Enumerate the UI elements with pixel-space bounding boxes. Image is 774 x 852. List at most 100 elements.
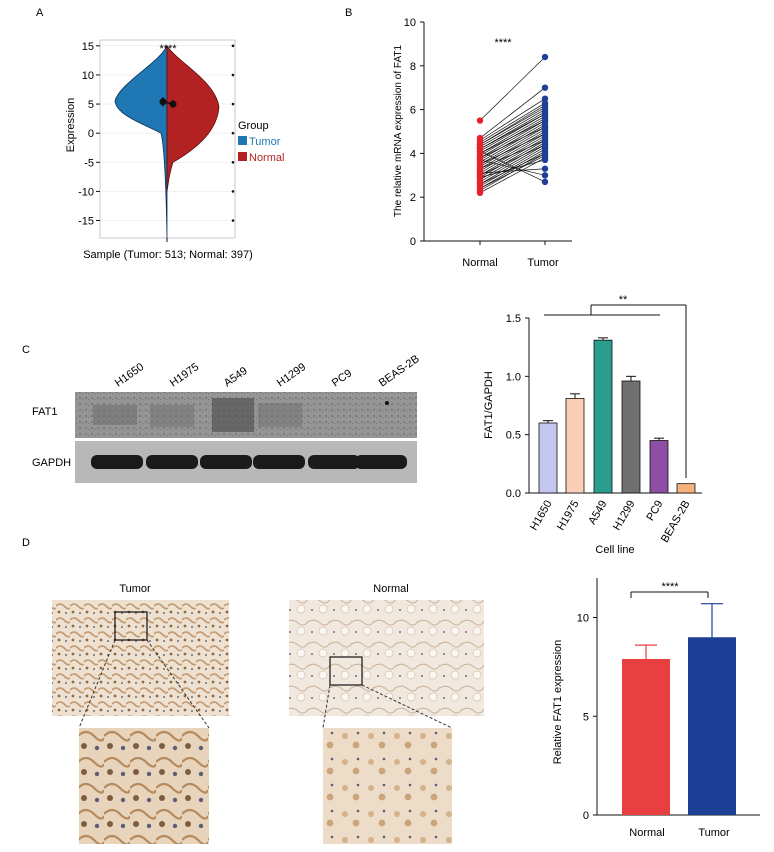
paired-line — [479, 146, 546, 185]
paired-line — [479, 102, 546, 143]
panel-a-right-tick — [231, 131, 235, 135]
panel-a-letter: A — [36, 7, 44, 19]
panel-b-significance: **** — [494, 37, 512, 49]
panel-b-letter: B — [345, 7, 352, 19]
point-tumor — [541, 110, 549, 118]
paired-line — [479, 120, 546, 159]
panel-b-y-axis-label: The relative mRNA expression of FAT1 — [393, 45, 404, 218]
panel-b-y-tick-label: 10 — [404, 17, 416, 29]
blot-lane-label: A549 — [222, 365, 250, 390]
paired-line — [479, 98, 546, 141]
point-tumor — [541, 156, 549, 164]
point-tumor — [541, 95, 549, 102]
panel-a-y-tick-label: -15 — [78, 216, 94, 228]
paired-line — [479, 115, 546, 154]
panel-a-y-tick-label: 10 — [82, 70, 94, 82]
point-tumor — [541, 178, 549, 186]
panel-a-legend-title: Group — [238, 120, 269, 132]
blot-lane-label: BEAS-2B — [377, 353, 422, 389]
panel-b-y-ticks: 0 2 4 6 8 10 — [404, 17, 424, 248]
paired-line — [479, 126, 546, 165]
point-normal — [476, 141, 484, 148]
panel-a-y-tick-label: -5 — [84, 157, 94, 169]
panel-a-y-axis-label: Expression — [65, 98, 77, 152]
gapdh-band — [200, 455, 252, 469]
point-normal — [476, 148, 484, 155]
paired-line — [479, 109, 546, 148]
panel-c: C H1650 H1975 A549 H1299 PC9 BEAS-2B FAT1 GAP… — [22, 294, 702, 556]
panel-c-letter: C — [22, 344, 30, 356]
point-normal — [476, 161, 484, 168]
ihc-label-normal: Normal — [373, 583, 408, 595]
panel-b: B 0 2 4 6 8 10 **** The relative mRNA express… — [345, 7, 572, 269]
paired-line — [479, 133, 546, 165]
western-blot-gapdh — [75, 441, 417, 483]
paired-line — [479, 129, 546, 167]
gapdh-band — [91, 455, 143, 469]
panel-b-points — [476, 53, 549, 245]
ihc-zoom-line-normal-right — [361, 684, 453, 729]
paired-line — [479, 159, 546, 176]
panel-a-y-tick-label: 5 — [88, 99, 94, 111]
panel-c-bars — [538, 337, 696, 494]
gapdh-band — [253, 455, 305, 469]
panel-b-y-tick-label: 0 — [410, 236, 416, 248]
bar-h1299 — [621, 380, 641, 494]
panel-c-y-tick-label: 1.5 — [506, 313, 521, 325]
ihc-zoom-line-tumor-left — [78, 639, 116, 729]
panel-a-legend-item-tumor: Tumor — [249, 136, 281, 148]
paired-line — [479, 168, 546, 174]
paired-line — [479, 155, 546, 189]
blot-lane-label: H1650 — [113, 361, 146, 389]
panel-d-letter: D — [22, 537, 30, 549]
panel-a-y-ticks: 15 10 5 0 -5 -10 -15 — [78, 41, 235, 228]
panel-b-y-tick-label: 2 — [410, 192, 416, 204]
gapdh-band — [355, 455, 407, 469]
point-tumor — [541, 172, 549, 179]
ihc-image-tumor — [52, 600, 229, 716]
point-tumor — [541, 165, 549, 172]
paired-line — [479, 139, 546, 178]
paired-line — [479, 137, 546, 176]
ihc-label-tumor: Tumor — [119, 583, 151, 595]
ihc-zoom-line-normal-left — [322, 684, 331, 729]
point-normal — [476, 180, 484, 188]
panel-d-y-tick-label: 0 — [583, 810, 589, 822]
panel-a-right-tick — [231, 44, 235, 48]
gapdh-band — [146, 455, 198, 469]
paired-line — [479, 56, 546, 121]
panel-d-x-label-tumor: Tumor — [698, 827, 730, 839]
bar-a549 — [593, 339, 613, 494]
panel-c-y-axis-label: FAT1/GAPDH — [483, 371, 495, 439]
panel-d-y-tick-label: 10 — [577, 613, 589, 625]
paired-line — [479, 133, 546, 172]
bar-tumor — [688, 637, 736, 815]
panel-c-x-tick-label: H1299 — [611, 499, 638, 533]
paired-line — [479, 144, 546, 176]
point-tumor — [541, 123, 549, 131]
point-tumor — [541, 137, 549, 144]
violin-half-normal — [166, 44, 220, 192]
ihc-zoom-box-tumor — [114, 611, 148, 641]
panel-a-y-tick-label: 15 — [82, 41, 94, 53]
point-normal — [476, 165, 484, 172]
paired-line — [479, 159, 546, 178]
panel-d-y-axis-label: Relative FAT1 expression — [552, 640, 564, 765]
point-normal — [476, 169, 484, 177]
panel-c-x-axis-label: Cell line — [595, 544, 634, 556]
bar-beas-2b — [676, 483, 696, 494]
panel-a-legend-swatch-tumor — [238, 136, 247, 145]
point-normal — [476, 189, 484, 197]
panel-c-y-tick-label: 1.0 — [506, 371, 521, 383]
bar-h1975 — [565, 398, 585, 494]
panel-b-x-label-tumor: Tumor — [527, 257, 559, 269]
paired-line — [479, 113, 546, 150]
panel-a-violin — [114, 44, 220, 242]
ihc-zoom-box-normal — [329, 656, 363, 686]
ihc-zoom-image-tumor — [79, 728, 209, 844]
point-normal — [476, 185, 484, 192]
point-tumor — [541, 84, 549, 91]
panel-c-y-ticks: 0.0 0.5 1.0 1.5 — [506, 313, 529, 500]
